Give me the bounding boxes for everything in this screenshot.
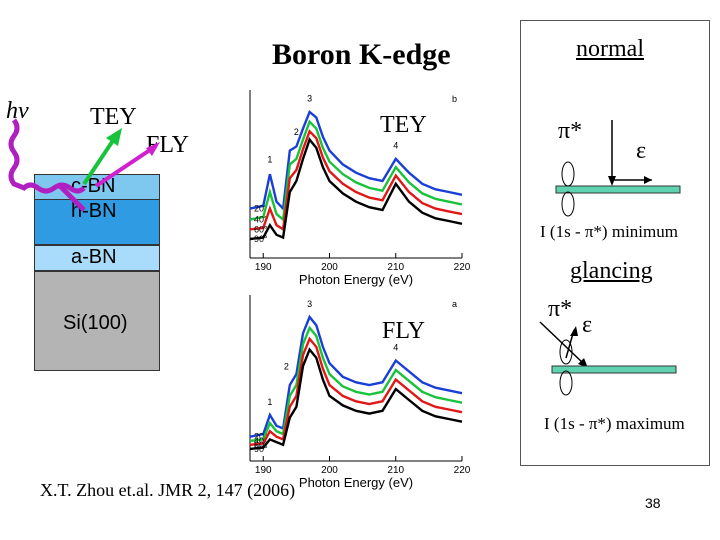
citation: X.T. Zhou et.al. JMR 2, 147 (2006) (40, 480, 296, 500)
x-tick-label: 210 (387, 465, 404, 476)
photon-label: hv (6, 98, 29, 124)
epsilon-label: ε (636, 138, 647, 164)
x-tick-label: 190 (255, 465, 272, 476)
tey-panel-label: TEY (380, 112, 427, 138)
peak-label: 2 (284, 361, 289, 371)
x-axis-label: Photon Energy (eV) (299, 475, 413, 490)
series-line-3 (249, 137, 463, 241)
series-line-1 (249, 325, 463, 442)
panel-letter: b (452, 94, 457, 104)
incident-photon-arrow-icon (56, 182, 86, 212)
fly-panel-label: FLY (382, 318, 425, 344)
angle-label: 60° (254, 440, 268, 450)
tey-arrow-icon (82, 134, 118, 186)
normal-heading: normal (576, 36, 644, 62)
layer-label: a-BN (71, 246, 117, 268)
epsilon-label-2: ε (582, 312, 593, 338)
polarization-box (520, 20, 710, 466)
substrate-glancing-icon (551, 365, 677, 374)
angle-label: 20° (254, 204, 268, 214)
maximum-label: I (1s - π*) maximum (544, 414, 685, 433)
minimum-label: I (1s - π*) minimum (540, 222, 678, 241)
page-number: 38 (645, 495, 661, 511)
angle-label: 20° (254, 432, 268, 442)
peak-label: 3 (307, 299, 312, 309)
fly-arrow-icon (94, 144, 158, 188)
peak-label: 3 (307, 94, 312, 104)
series-line-0 (249, 314, 463, 438)
x-tick-label: 190 (255, 262, 272, 273)
layer-si-substrate: Si(100) (34, 271, 160, 371)
pi-orbital-lower-icon (561, 191, 575, 217)
photon-wave-icon (8, 118, 86, 194)
pi-orbital-lower-icon (559, 370, 573, 396)
angle-label: 90° (254, 234, 268, 244)
peak-label: 2 (294, 127, 299, 137)
peak-label: 1 (267, 397, 272, 407)
x-tick-label: 200 (321, 262, 338, 273)
pi-orbital-upper-icon (561, 161, 575, 187)
x-axis-label: Photon Energy (eV) (299, 272, 413, 287)
series-line-1 (249, 119, 463, 222)
angle-label: 60° (254, 224, 268, 234)
angle-label: 40° (254, 215, 268, 225)
layer-label: Si(100) (63, 312, 128, 334)
glancing-heading: glancing (570, 258, 653, 284)
peak-label: 4 (393, 141, 398, 151)
pi-orbital-upper-icon (559, 339, 573, 365)
slide-title: Boron K-edge (272, 38, 451, 71)
layer-a-bn: a-BN (34, 245, 160, 271)
x-tick-label: 220 (454, 262, 471, 273)
angle-label: 40° (254, 436, 268, 446)
peak-label: 1 (267, 154, 272, 164)
series-line-2 (249, 336, 463, 446)
x-tick-label: 200 (321, 465, 338, 476)
angle-label: 90° (254, 444, 268, 454)
tey-label-left: TEY (90, 104, 137, 130)
x-tick-label: 220 (454, 465, 471, 476)
substrate-normal-icon (555, 185, 681, 194)
series-line-2 (249, 129, 463, 232)
panel-letter: a (452, 299, 457, 309)
series-line-3 (249, 347, 463, 451)
pi-star-label-2: π* (548, 296, 573, 322)
pi-star-label: π* (558, 118, 583, 144)
peak-label: 4 (393, 342, 398, 352)
x-tick-label: 210 (387, 262, 404, 273)
series-line-0 (249, 110, 463, 212)
